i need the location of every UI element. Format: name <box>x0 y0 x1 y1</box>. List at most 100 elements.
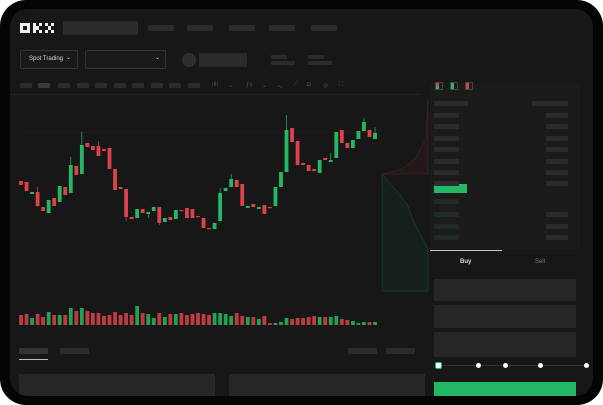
candle-up <box>57 186 62 202</box>
candle-type-icon[interactable]: ıllı <box>212 82 218 88</box>
chevron-down-icon[interactable]: ⌄ <box>262 83 268 89</box>
timeframe-button[interactable] <box>77 83 89 88</box>
spot-trading-label: Spot Trading <box>29 56 64 62</box>
volume-bar <box>373 322 377 325</box>
candle-down <box>52 198 57 206</box>
bid-size <box>546 235 568 240</box>
volume-bar <box>345 320 350 325</box>
chevron-down-icon[interactable]: ⌄ <box>228 83 234 89</box>
trading-screen: Spot Trading ⌄ ⌄ ıllı ⌄ ƒx ⌄ 〜 ⟋ ◘ ◎ ⛶ B… <box>10 9 593 396</box>
pair-dropdown[interactable]: ⌄ <box>85 50 166 69</box>
line-icon[interactable]: 〜 <box>277 85 284 91</box>
timeframe-button[interactable] <box>58 83 70 88</box>
timeframe-button[interactable] <box>20 83 32 88</box>
volume-bar <box>218 313 223 325</box>
stat-label <box>271 55 287 59</box>
tab-order-history[interactable] <box>60 348 89 354</box>
ask-size <box>546 113 568 118</box>
candle-up <box>362 122 366 131</box>
slider-mark[interactable] <box>584 363 589 368</box>
candle-down <box>35 192 40 206</box>
ruler-icon[interactable]: ⟋ <box>293 82 298 88</box>
amount-slider[interactable] <box>438 365 588 366</box>
nav-item[interactable] <box>148 25 174 31</box>
nav-item[interactable] <box>269 25 295 31</box>
settings-icon[interactable]: ◎ <box>323 83 329 89</box>
nav-item[interactable] <box>311 25 337 31</box>
timeframe-button[interactable] <box>151 83 163 88</box>
buy-button[interactable] <box>434 382 576 396</box>
divider <box>10 94 420 95</box>
slider-mark[interactable] <box>503 363 508 368</box>
nav-item[interactable] <box>229 25 255 31</box>
filter-button[interactable] <box>386 348 415 354</box>
chevron-down-icon: ⌄ <box>155 55 161 61</box>
volume-bar <box>201 314 206 325</box>
candle-up <box>350 140 355 148</box>
orderbook-both-icon[interactable] <box>435 82 443 90</box>
ask-size <box>546 181 568 186</box>
volume-bar <box>334 316 339 325</box>
indicator-icon[interactable]: ƒx <box>246 82 253 88</box>
timeframe-button[interactable] <box>95 83 107 88</box>
bid-price <box>434 212 459 217</box>
timeframe-button[interactable] <box>188 83 200 88</box>
volume-bar <box>207 315 211 325</box>
volume-bar <box>284 318 289 325</box>
candle-up <box>356 131 361 139</box>
tab-open-orders[interactable] <box>19 348 48 354</box>
orderbook-asks-icon[interactable] <box>465 82 473 90</box>
volume-bar <box>140 313 145 325</box>
ask-price <box>434 113 459 118</box>
volume-bar <box>102 316 106 325</box>
candle-up <box>79 145 84 174</box>
price-input[interactable] <box>434 279 576 301</box>
nav-item[interactable] <box>187 25 213 31</box>
total-input[interactable] <box>434 332 576 357</box>
volume-bar <box>367 322 372 325</box>
amount-input[interactable] <box>434 305 576 328</box>
ask-price <box>434 181 459 186</box>
timeframe-button[interactable] <box>132 83 144 88</box>
volume-bar <box>301 318 305 325</box>
ask-price <box>434 136 459 141</box>
volume-bar <box>251 317 256 325</box>
candle-down <box>85 143 90 147</box>
candle-down <box>290 128 294 142</box>
slider-handle[interactable] <box>435 362 442 369</box>
candle-down <box>91 146 95 150</box>
fullscreen-icon[interactable]: ⛶ <box>339 82 344 88</box>
volume-bar <box>41 317 46 325</box>
candle-down <box>157 207 162 223</box>
volume-bar <box>146 314 151 325</box>
volume-bar <box>262 316 267 325</box>
mid-price <box>434 184 467 193</box>
timeframe-button[interactable] <box>38 83 50 88</box>
candle-down <box>345 143 350 148</box>
candlestick-chart[interactable] <box>10 9 430 339</box>
camera-icon[interactable]: ◘ <box>307 82 311 88</box>
volume-bar <box>135 306 140 325</box>
tab-sell[interactable]: Sell <box>535 259 546 265</box>
tab-buy[interactable]: Buy <box>460 259 472 265</box>
bid-price <box>434 199 459 204</box>
filter-button[interactable] <box>348 348 377 354</box>
candle-down <box>113 169 117 190</box>
volume-bar <box>295 318 300 325</box>
slider-mark[interactable] <box>476 363 481 368</box>
spot-trading-dropdown[interactable]: Spot Trading ⌄ <box>20 50 78 69</box>
timeframe-button[interactable] <box>169 83 181 88</box>
okx-logo[interactable] <box>20 23 58 33</box>
candle-down <box>168 217 173 220</box>
stat-value <box>308 61 332 65</box>
timeframe-button[interactable] <box>114 83 126 88</box>
candle-up <box>46 200 51 213</box>
candle-up <box>334 132 339 158</box>
volume-bar <box>46 312 51 325</box>
orderbook-bids-icon[interactable] <box>450 82 458 90</box>
candle-up <box>173 210 178 219</box>
search-bar[interactable] <box>63 21 138 35</box>
volume-bar <box>196 313 200 325</box>
ask-size <box>546 147 568 152</box>
slider-mark[interactable] <box>538 363 543 368</box>
